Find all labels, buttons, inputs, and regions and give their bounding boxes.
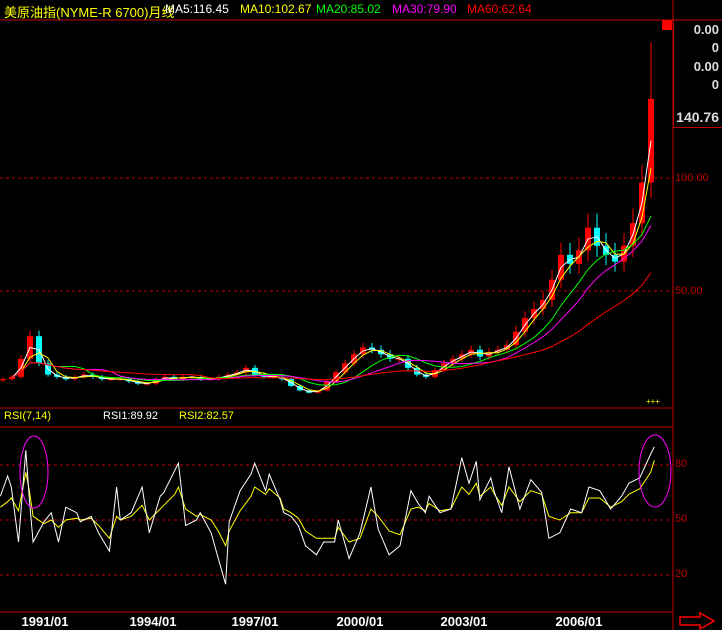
ma10-line: [11, 168, 652, 392]
info-value-4: 0: [711, 77, 719, 92]
candle-body: [117, 379, 123, 381]
ma30-line: [11, 225, 652, 383]
rsi-lines: [0, 434, 672, 585]
rsi-tick-80: 80: [675, 458, 688, 470]
rsi2-value: RSI2:82.57: [179, 410, 235, 422]
date-tick: 1991/01: [21, 614, 69, 629]
marker-plus: +++: [646, 397, 661, 406]
moving-average-lines: [11, 140, 652, 393]
info-value-2: 0: [711, 40, 719, 55]
ma30-value: MA30:79.90: [392, 2, 457, 16]
ma60-value: MA60:62.64: [467, 2, 532, 16]
date-tick: 1994/01: [129, 614, 177, 629]
ma60-line: [11, 272, 652, 381]
info-value-3: 0.00: [693, 59, 719, 74]
candle-body: [108, 379, 114, 381]
candlestick-series: [0, 42, 654, 394]
ma20-line: [11, 215, 652, 386]
info-value-5: 140.76: [676, 109, 719, 125]
chart-title: 美原油指(NYME-R 6700)月线: [4, 5, 175, 20]
red-marker-icon[interactable]: [662, 20, 672, 30]
date-tick: 2000/01: [336, 614, 384, 629]
rsi1-line: [0, 446, 655, 585]
date-tick: 2003/01: [440, 614, 488, 629]
rsi-label: RSI(7,14): [4, 410, 52, 422]
price-tick-50: 50.00: [675, 285, 703, 297]
date-tick: 2006/01: [555, 614, 603, 629]
ma20-value: MA20:85.02: [316, 2, 381, 16]
date-tick: 1997/01: [231, 614, 279, 629]
ma5-value: MA5:116.45: [165, 2, 229, 16]
ma10-value: MA10:102.67: [240, 2, 312, 16]
info-value-1: 0.00: [693, 22, 719, 37]
rsi-tick-20: 20: [675, 568, 688, 580]
candle-body: [9, 376, 15, 380]
highlight-circle: [638, 434, 672, 508]
rsi1-value: RSI1:89.92: [103, 410, 159, 422]
rsi-tick-50: 50: [675, 513, 688, 525]
scroll-right-arrow-icon[interactable]: [678, 612, 718, 630]
info-box: 0.00 0 0.00 0 140.76: [673, 20, 722, 128]
highlight-circle: [19, 435, 49, 509]
candle-body: [0, 379, 6, 381]
price-tick-100: 100.00: [675, 172, 709, 184]
